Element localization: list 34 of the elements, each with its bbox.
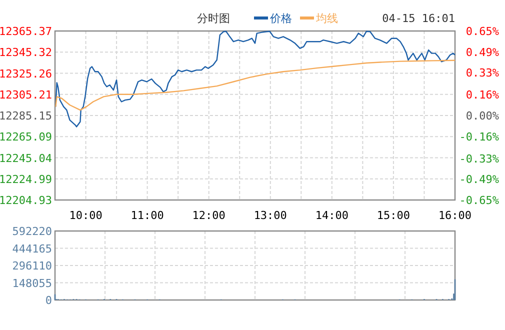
y-tick-label: 296110 [12,260,52,272]
x-tick-label: 15:00 [376,209,410,222]
y2-tick-label: 0.49% [466,46,500,59]
y2-tick-label: -0.16% [459,130,500,144]
y2-tick-label: 0.33% [466,66,500,80]
x-tick-label: 12:00 [192,209,226,222]
y-tick-label: 12204.93 [0,194,52,207]
y-tick-label: 12245.04 [0,152,52,165]
x-tick-label: 14:00 [315,209,348,222]
y2-tick-label: -0.65% [459,194,500,207]
y2-tick-label: -0.33% [459,152,500,166]
y2-tick-label: 0.00% [466,110,500,122]
x-tick-label: 11:00 [130,209,164,222]
y-tick-label: 148055 [12,276,52,290]
text: 04-15 16:01 [382,12,455,25]
y2-tick-label: 0.65% [466,25,500,38]
y-tick-label: 12345.32 [0,46,52,60]
y-tick-label: 592220 [12,225,52,238]
chart-title: 分时图 [197,12,230,25]
y-tick-label: 12224.99 [0,172,52,186]
y-tick-label: 444165 [12,242,52,256]
x-tick-label: 10:00 [69,209,102,222]
y2-tick-label: 0.16% [466,88,500,102]
y-tick-label: 12265.09 [0,130,52,144]
legend-label: 价格 [269,12,292,25]
y-tick-label: 12285.15 [0,110,52,122]
y-tick-label: 12305.21 [0,88,52,102]
x-tick-label: 13:00 [254,209,287,222]
legend-label: 均线 [315,12,338,25]
y-tick-label: 12325.26 [0,67,52,80]
y-tick-label: 0 [45,294,52,307]
x-tick-label: 16:00 [438,209,472,222]
y-tick-label: 12365.37 [0,25,52,38]
y2-tick-label: -0.49% [459,173,500,186]
